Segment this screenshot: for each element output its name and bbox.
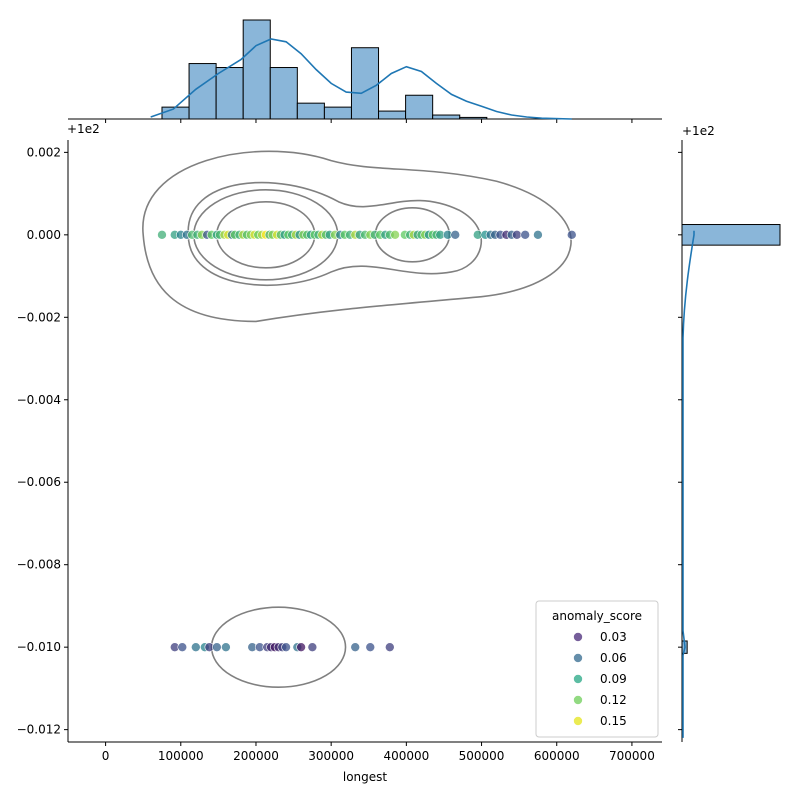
x-tick-label: 400000 bbox=[383, 749, 429, 763]
legend-label: 0.03 bbox=[600, 630, 627, 644]
scatter-point bbox=[157, 230, 167, 240]
scatter-point bbox=[385, 642, 395, 652]
x-tick-label: 600000 bbox=[534, 749, 580, 763]
y-tick-label: −0.012 bbox=[17, 723, 61, 737]
main-scatter-axes bbox=[67, 140, 662, 743]
scatter-point bbox=[450, 230, 461, 240]
y-tick-label: 0.002 bbox=[27, 145, 61, 159]
scatter-point bbox=[350, 642, 361, 652]
scatter-point bbox=[533, 230, 543, 240]
marginal-y-bar bbox=[681, 224, 781, 246]
marginal-x-bar bbox=[242, 19, 271, 120]
y-tick-label: −0.010 bbox=[17, 640, 61, 654]
marginal-y-kde bbox=[682, 230, 695, 738]
legend-marker bbox=[573, 674, 583, 684]
marginal-x-bar bbox=[378, 110, 407, 120]
x-axis-label: longest bbox=[343, 770, 388, 784]
marginal-x-bar bbox=[269, 67, 298, 120]
scatter-point bbox=[212, 642, 222, 652]
legend-marker bbox=[573, 632, 583, 642]
x-tick-label: 500000 bbox=[459, 749, 505, 763]
marginal-x-bar bbox=[323, 106, 352, 120]
y-tick-label: −0.002 bbox=[17, 310, 61, 324]
y-tick-label: −0.008 bbox=[17, 558, 61, 572]
marginal-x-kde bbox=[150, 38, 572, 120]
legend-title: anomaly_score bbox=[552, 609, 642, 623]
x-tick-label: 0 bbox=[102, 749, 110, 763]
marginal-x-histogram bbox=[68, 19, 662, 123]
marginal-x-bar bbox=[161, 106, 190, 120]
x-tick-label: 200000 bbox=[233, 749, 279, 763]
scatter-point bbox=[512, 230, 522, 240]
y-tick-label: −0.006 bbox=[17, 475, 61, 489]
marginal-x-bar bbox=[432, 114, 461, 120]
scatter-point bbox=[296, 642, 306, 652]
scatter-point bbox=[281, 642, 291, 652]
marginal-y-offset-label: +1e2 bbox=[682, 124, 715, 138]
x-tick-label: 100000 bbox=[158, 749, 204, 763]
legend: anomaly_score 0.03 0.06 0.09 0.12 0.15 bbox=[535, 600, 659, 738]
marginal-x-bar bbox=[459, 116, 488, 120]
axis-ticks: 0 100000 200000 300000 400000 500000 600000 700… bbox=[17, 145, 655, 763]
legend-frame bbox=[535, 600, 659, 738]
scatter-point bbox=[520, 230, 530, 240]
legend-label: 0.15 bbox=[600, 714, 627, 728]
marginal-x-bar bbox=[405, 94, 434, 120]
scatter-point bbox=[566, 230, 577, 240]
y-tick-label: 0.000 bbox=[27, 228, 61, 242]
kde-contour bbox=[142, 150, 572, 323]
marginal-y-histogram bbox=[678, 140, 781, 742]
legend-marker bbox=[573, 695, 583, 705]
y-tick-label: −0.004 bbox=[17, 393, 61, 407]
legend-label: 0.06 bbox=[600, 651, 627, 665]
marginal-x-bar bbox=[350, 47, 380, 120]
legend-label: 0.09 bbox=[600, 672, 627, 686]
scatter-point bbox=[177, 642, 188, 652]
scatter-point bbox=[365, 642, 376, 652]
scatter-point bbox=[191, 642, 201, 652]
marginal-x-bar bbox=[296, 102, 325, 120]
legend-marker bbox=[573, 716, 583, 726]
x-tick-label: 300000 bbox=[308, 749, 354, 763]
scatter-point bbox=[390, 230, 400, 240]
scatter-point bbox=[221, 642, 231, 652]
x-tick-label: 700000 bbox=[609, 749, 655, 763]
scatter-point bbox=[307, 642, 318, 652]
legend-marker bbox=[573, 653, 583, 663]
marginal-x-bar bbox=[215, 67, 244, 120]
y-offset-label: +1e2 bbox=[67, 122, 100, 136]
legend-label: 0.12 bbox=[600, 693, 627, 707]
kde-contour bbox=[187, 181, 482, 287]
scatter-points bbox=[157, 230, 577, 652]
